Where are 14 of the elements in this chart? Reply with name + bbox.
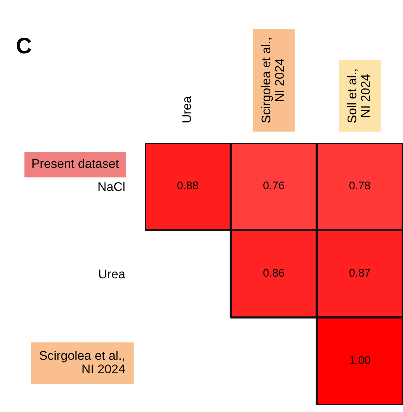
data-label: 0.86 bbox=[264, 269, 284, 277]
data-label: 0.78 bbox=[350, 182, 370, 190]
chart-title: C bbox=[17, 38, 32, 54]
y-tick-label: Urea bbox=[99, 270, 126, 279]
data-label: 0.88 bbox=[178, 182, 198, 190]
data-label: 1.00 bbox=[350, 356, 370, 364]
text: Present dataset bbox=[32, 159, 120, 168]
y-tick-label: Scirgolea et al., NI 2024 bbox=[40, 350, 126, 374]
data-label: 0.87 bbox=[350, 269, 370, 277]
y-tick-label: NaCl bbox=[98, 182, 125, 192]
x-tick-label: Scirgolea et al., NI 2024 bbox=[261, 38, 284, 123]
x-tick-label: Soll et al., NI 2024 bbox=[347, 70, 370, 123]
data-label: 0.76 bbox=[264, 182, 284, 190]
x-tick-label: Urea bbox=[182, 96, 192, 123]
